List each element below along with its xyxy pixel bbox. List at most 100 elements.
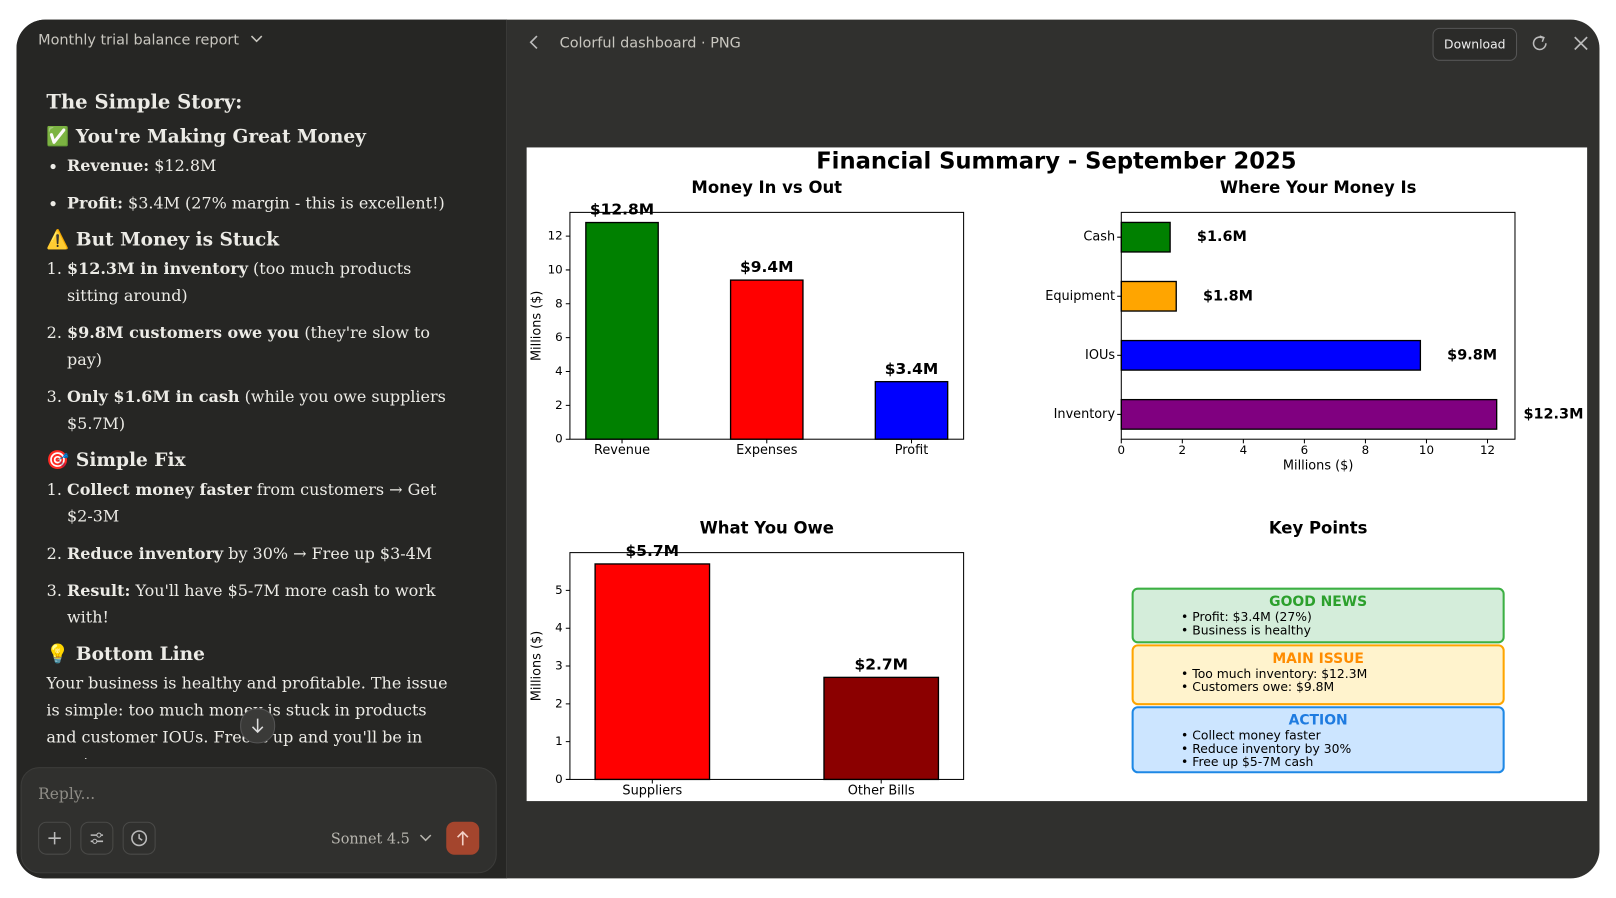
chevron	[251, 35, 263, 43]
paragraph: Your business is healthy and profitable.…	[46, 674, 448, 759]
y-tick-label: 0	[555, 432, 563, 446]
history-button[interactable]	[122, 821, 156, 855]
x-tick-label: Expenses	[736, 443, 798, 458]
list: Collect money faster from customers → Ge…	[46, 476, 450, 631]
add-button[interactable]	[38, 821, 72, 855]
x-tick-label: Other Bills	[848, 783, 915, 798]
key-points-title: Key Points	[1269, 518, 1368, 537]
model-name[interactable]: Sonnet 4.5	[330, 830, 410, 848]
tools-button[interactable]	[80, 821, 114, 855]
refresh-button[interactable]	[1529, 33, 1550, 54]
app-window: Monthly trial balance report The Simple …	[16, 19, 1600, 879]
sliders-icon	[90, 832, 104, 844]
y-tick-label: 12	[548, 229, 563, 243]
heading: 💡 Bottom Line	[46, 643, 205, 665]
text: (while you owe suppliers $5.7M)	[66, 387, 446, 434]
text: $3.4M (27% margin - this is excellent!)	[128, 193, 445, 213]
arrow-icon	[251, 718, 264, 734]
bold: Collect money faster	[66, 479, 252, 500]
y-axis-label: Millions ($)	[529, 631, 544, 702]
list: Revenue: $12.8M Profit: $3.4M (27% margi…	[46, 153, 450, 217]
chevron	[420, 834, 432, 842]
key-point-line: • Customers owe: $9.8M	[1181, 680, 1334, 694]
x-tick-label: Suppliers	[622, 783, 682, 798]
chat-panel: Monthly trial balance report The Simple …	[16, 19, 508, 879]
y-axis-label: Millions ($)	[529, 291, 544, 362]
list-item: Revenue: $12.8M	[67, 153, 450, 180]
text: from customers → Get $2-3M	[66, 480, 437, 526]
composer: Reply... Sonnet 4.5	[20, 767, 497, 874]
bar	[823, 676, 940, 781]
y-tick-label: Equipment	[1045, 289, 1115, 304]
bold: $12.3M in inventory	[66, 258, 248, 279]
y-tick-label: 0	[555, 772, 563, 786]
model-selector[interactable]: Sonnet 4.5	[331, 831, 433, 847]
chart-title: Money In vs Out	[691, 178, 842, 197]
arrow-up-icon	[457, 830, 469, 846]
y-tick-label: 8	[555, 296, 563, 310]
bold: Revenue:	[66, 155, 150, 176]
value-label: $1.8M	[1203, 288, 1253, 304]
bar	[1120, 280, 1177, 312]
plot-frame	[1120, 211, 1516, 440]
text: by 30% → Free up $3-4M	[228, 544, 433, 563]
text: (they're slow to pay)	[66, 323, 431, 370]
plus-icon	[48, 832, 61, 845]
x-tick-label: 6	[1301, 443, 1309, 457]
heading: 🎯 Simple Fix	[46, 449, 186, 472]
bar	[1120, 398, 1498, 430]
x-tick-label: 10	[1419, 443, 1434, 457]
y-tick-label: 4	[555, 621, 563, 635]
conversation-title[interactable]: Monthly trial balance report	[38, 32, 264, 48]
x-tick-label: 8	[1362, 443, 1370, 457]
key-point-box	[1131, 587, 1505, 644]
clock-icon	[131, 830, 148, 847]
y-tick-label: IOUs	[1085, 348, 1115, 363]
bar	[594, 563, 711, 781]
bar	[874, 380, 949, 440]
back-button[interactable]	[526, 34, 542, 50]
text: You'll have $5-7M more cash to work with…	[66, 581, 436, 627]
scroll-down-button[interactable]	[240, 708, 276, 744]
text: (too much products sitting around)	[66, 259, 412, 306]
key-point-box	[1131, 644, 1505, 706]
key-point-heading: GOOD NEWS	[1269, 594, 1367, 610]
x-axis-label: Millions ($)	[1283, 459, 1353, 474]
value-label: $9.8M	[1447, 347, 1497, 363]
bar	[729, 279, 804, 440]
value-label: $5.7M	[626, 542, 680, 560]
key-point-line: • Free up $5-7M cash	[1181, 755, 1313, 769]
x-tick-label: 0	[1118, 443, 1126, 457]
close-button[interactable]	[1573, 35, 1589, 51]
value-label: $1.6M	[1197, 229, 1247, 245]
list-item: Only $1.6M in cash (while you owe suppli…	[67, 384, 450, 438]
x-tick-label: 4	[1240, 443, 1248, 457]
bold: Only $1.6M in cash	[66, 386, 240, 407]
chart-title: Where Your Money Is	[1220, 178, 1417, 197]
plot-frame	[569, 211, 965, 440]
y-tick-label: 2	[555, 696, 563, 710]
y-tick-label: 5	[555, 583, 563, 597]
file-title: Colorful dashboard · PNG	[559, 35, 741, 52]
value-label: $3.4M	[885, 360, 939, 378]
x-tick-label: Revenue	[594, 443, 650, 458]
y-tick-label: 3	[555, 659, 563, 673]
bar	[1120, 221, 1171, 253]
x-tick-label: Profit	[895, 443, 929, 458]
value-label: $12.3M	[1523, 406, 1583, 422]
title-text[interactable]: Monthly trial balance report	[38, 31, 239, 49]
value-label: $9.4M	[740, 258, 794, 276]
key-point-line: • Too much inventory: $12.3M	[1181, 667, 1367, 681]
key-point-line: • Collect money faster	[1181, 729, 1322, 743]
download-button[interactable]: Download	[1432, 27, 1518, 61]
y-tick-label: 2	[555, 398, 563, 412]
reply-input[interactable]: Reply...	[38, 784, 96, 804]
list-item: Result: You'll have $5-7M more cash to w…	[67, 577, 450, 631]
send-button[interactable]	[446, 821, 480, 855]
x-tick-label: 2	[1179, 443, 1187, 457]
key-point-line: • Profit: $3.4M (27%)	[1181, 610, 1312, 624]
key-point-box	[1131, 706, 1505, 774]
chart-title: What You Owe	[700, 518, 834, 537]
